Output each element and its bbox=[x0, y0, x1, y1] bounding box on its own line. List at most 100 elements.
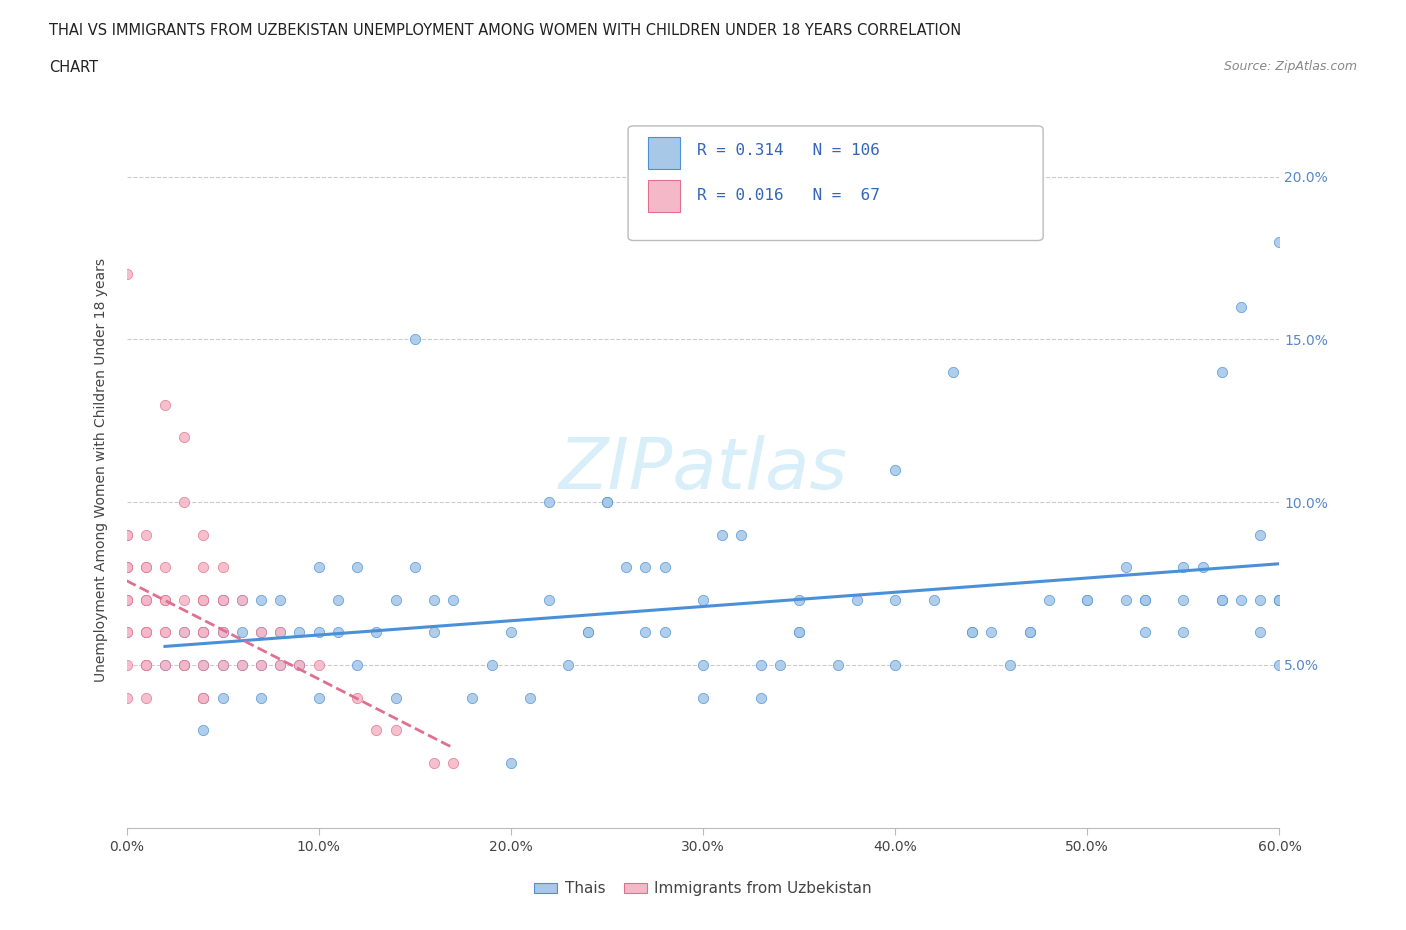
Point bbox=[135, 560, 157, 575]
Point bbox=[538, 592, 561, 607]
Point bbox=[730, 527, 752, 542]
Point bbox=[519, 690, 541, 705]
Point bbox=[135, 625, 157, 640]
Point bbox=[308, 625, 330, 640]
Point bbox=[211, 625, 233, 640]
Point bbox=[1230, 299, 1253, 314]
Point bbox=[115, 625, 138, 640]
Point bbox=[404, 560, 426, 575]
Point bbox=[769, 658, 792, 672]
Point bbox=[481, 658, 503, 672]
Point bbox=[1173, 560, 1195, 575]
Point bbox=[135, 658, 157, 672]
Point bbox=[1268, 658, 1291, 672]
Point bbox=[135, 690, 157, 705]
Point bbox=[231, 658, 253, 672]
Point bbox=[288, 658, 311, 672]
Point bbox=[404, 332, 426, 347]
Point bbox=[787, 625, 810, 640]
Point bbox=[1115, 592, 1137, 607]
Point bbox=[692, 592, 714, 607]
Point bbox=[173, 658, 195, 672]
Point bbox=[115, 658, 138, 672]
Point bbox=[1115, 560, 1137, 575]
Point bbox=[596, 495, 619, 510]
Point bbox=[211, 560, 233, 575]
Point bbox=[115, 560, 138, 575]
Point bbox=[1018, 625, 1040, 640]
Point bbox=[115, 592, 138, 607]
Point bbox=[115, 527, 138, 542]
Point bbox=[288, 658, 311, 672]
Point bbox=[135, 658, 157, 672]
Point bbox=[441, 755, 464, 770]
Point bbox=[461, 690, 484, 705]
Point bbox=[153, 658, 176, 672]
Point bbox=[884, 658, 907, 672]
Point bbox=[115, 690, 138, 705]
Point bbox=[1038, 592, 1060, 607]
FancyBboxPatch shape bbox=[628, 126, 1043, 241]
Point bbox=[193, 592, 215, 607]
Point bbox=[1018, 625, 1040, 640]
Point bbox=[288, 625, 311, 640]
Point bbox=[384, 723, 406, 737]
Point bbox=[942, 365, 965, 379]
Point bbox=[193, 658, 215, 672]
Point bbox=[787, 625, 810, 640]
Point bbox=[211, 592, 233, 607]
Point bbox=[922, 592, 945, 607]
Point bbox=[1249, 625, 1271, 640]
Point bbox=[1076, 592, 1098, 607]
Text: CHART: CHART bbox=[49, 60, 98, 75]
Point bbox=[193, 560, 215, 575]
Point bbox=[1133, 592, 1156, 607]
Point bbox=[211, 658, 233, 672]
Point bbox=[1268, 592, 1291, 607]
Point bbox=[173, 625, 195, 640]
Point bbox=[749, 658, 772, 672]
Point bbox=[596, 495, 619, 510]
Point bbox=[692, 658, 714, 672]
Point bbox=[211, 592, 233, 607]
Point bbox=[1268, 592, 1291, 607]
Point bbox=[173, 592, 195, 607]
Point bbox=[231, 592, 253, 607]
Point bbox=[193, 527, 215, 542]
Point bbox=[115, 560, 138, 575]
Point bbox=[634, 625, 657, 640]
Text: R = 0.314   N = 106: R = 0.314 N = 106 bbox=[697, 143, 880, 158]
Point bbox=[711, 527, 734, 542]
Point bbox=[135, 625, 157, 640]
Point bbox=[346, 658, 368, 672]
Point bbox=[326, 625, 349, 640]
Point bbox=[423, 592, 446, 607]
Point bbox=[1268, 592, 1291, 607]
Point bbox=[614, 560, 637, 575]
Point bbox=[193, 690, 215, 705]
Point bbox=[231, 592, 253, 607]
Point bbox=[250, 658, 273, 672]
Point bbox=[115, 625, 138, 640]
Point bbox=[269, 625, 291, 640]
Point bbox=[173, 658, 195, 672]
Point bbox=[634, 560, 657, 575]
Point bbox=[326, 592, 349, 607]
Point bbox=[193, 658, 215, 672]
Point bbox=[1133, 625, 1156, 640]
Point bbox=[1268, 234, 1291, 249]
Point bbox=[1211, 592, 1233, 607]
Point bbox=[135, 625, 157, 640]
Point bbox=[193, 625, 215, 640]
Point bbox=[1249, 592, 1271, 607]
Point bbox=[231, 658, 253, 672]
Point bbox=[308, 658, 330, 672]
Point bbox=[787, 592, 810, 607]
Point bbox=[499, 755, 522, 770]
Point bbox=[173, 495, 195, 510]
Point bbox=[884, 592, 907, 607]
Point bbox=[211, 592, 233, 607]
Point bbox=[135, 658, 157, 672]
Point bbox=[827, 658, 849, 672]
Point bbox=[135, 592, 157, 607]
